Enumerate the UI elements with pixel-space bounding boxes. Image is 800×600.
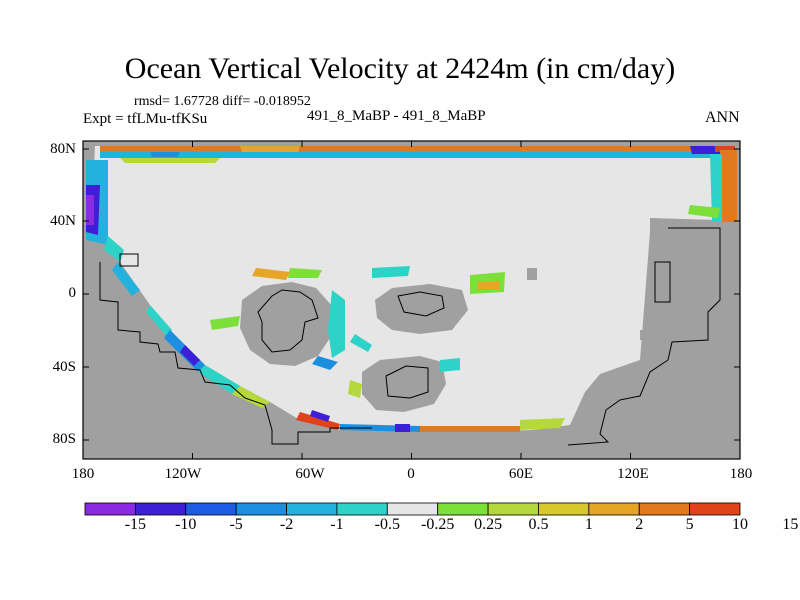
lat-tick-label: 80N (50, 141, 76, 157)
landmass-west (240, 282, 332, 366)
lat-tick-label: 40N (50, 213, 76, 229)
anomaly-patch (104, 236, 124, 262)
colorbar-bin (235, 502, 287, 516)
season-label: ANN (705, 109, 740, 126)
colorbar-tick-label: -0.25 (421, 516, 455, 533)
colorbar-bin (437, 502, 489, 516)
lon-tick-label: 60E (508, 466, 534, 482)
axis-ticks (82, 141, 741, 459)
lon-tick-label: 60W (295, 466, 325, 482)
island (640, 330, 648, 340)
colorbar-bin (386, 502, 439, 516)
colorbar-bin (487, 502, 539, 516)
colorbar-tick-label: 0.25 (474, 516, 503, 533)
lon-tick-label: 180 (71, 466, 95, 482)
colorbar-tick-label: -10 (175, 516, 197, 533)
rmsd-diff-stats: rmsd= 1.67728 diff= -0.018952 (134, 94, 311, 109)
colorbar-tick-label: 2 (635, 516, 644, 533)
anomaly-patch (328, 290, 345, 358)
anomaly-patch (688, 205, 720, 218)
colorbar-tick-label: 10 (732, 516, 748, 533)
colorbar-tick-label: -0.5 (374, 516, 400, 533)
lon-tick-label: 120E (617, 466, 649, 482)
colorbar-tick-label: 0.5 (528, 516, 549, 533)
lat-tick-label: 0 (68, 285, 77, 301)
anomaly-patch (112, 262, 140, 296)
colorbar-bin (638, 502, 691, 516)
lon-tick-label: 180 (729, 466, 753, 482)
colorbar-bin (336, 502, 388, 516)
colorbar-tick-label: -15 (124, 516, 147, 533)
anomaly-patch (310, 410, 330, 422)
colorbar-bin (84, 502, 136, 516)
anomaly-patch (150, 152, 180, 157)
anomaly-patch (120, 158, 220, 163)
plot-title: Ocean Vertical Velocity at 2424m (in cm/… (124, 52, 676, 85)
anomaly-patch (395, 424, 410, 432)
colorbar-tick-label: -2 (279, 516, 294, 533)
anomaly-patch (312, 356, 338, 370)
anomaly-patch (710, 154, 722, 222)
anomaly-patch (720, 150, 737, 222)
colorbar-tick-label: 15 (782, 516, 799, 533)
anomaly-patch (296, 412, 340, 430)
anomaly-patch (350, 334, 372, 352)
anomaly-patch (210, 316, 240, 330)
lon-tick-label: 120W (164, 466, 202, 482)
landmass-south (362, 356, 446, 412)
anomaly-patch (372, 266, 410, 278)
anomaly-patch (420, 426, 520, 432)
experiment-label: Expt = tfLMu-tfKSu (83, 111, 208, 127)
colorbar-bin (588, 502, 640, 516)
lon-tick-label: 0 (407, 466, 415, 482)
anomaly-patch (86, 195, 94, 225)
anomaly-patch (100, 146, 735, 152)
anomaly-patch (146, 305, 172, 338)
colorbar-bin (134, 502, 187, 516)
case-names: 491_8_MaBP - 491_8_MaBP (307, 108, 486, 124)
colorbar-bin (689, 502, 741, 516)
colorbar-bin (286, 502, 338, 516)
colorbar-tick-label: 5 (685, 516, 694, 533)
colorbar-tick-label: -5 (229, 516, 243, 533)
colorbar-bin (185, 502, 237, 516)
anomaly-patch (288, 268, 322, 278)
coastlines (99, 227, 721, 446)
colorbar-tick-label: -1 (330, 516, 344, 533)
anomaly-patch (198, 365, 240, 394)
lat-tick-label: 80S (52, 431, 76, 447)
velocity-anomaly-patches (86, 146, 737, 432)
island (527, 268, 537, 280)
anomaly-patch (180, 345, 200, 366)
colorbar-bin (538, 502, 590, 516)
anomaly-patch (252, 268, 290, 280)
lat-tick-label: 40S (52, 359, 76, 375)
anomaly-patch (478, 281, 500, 290)
landmass-central (375, 284, 468, 334)
anomaly-patch (520, 418, 565, 430)
map-field (83, 141, 740, 459)
anomaly-patch (348, 380, 362, 398)
colorbar-tick-label: 1 (584, 516, 593, 533)
colorbar (84, 502, 741, 516)
anomaly-patch (240, 146, 300, 152)
anomaly-patch (232, 386, 270, 408)
anomaly-patch (440, 358, 460, 372)
anomaly-patch (100, 152, 735, 158)
